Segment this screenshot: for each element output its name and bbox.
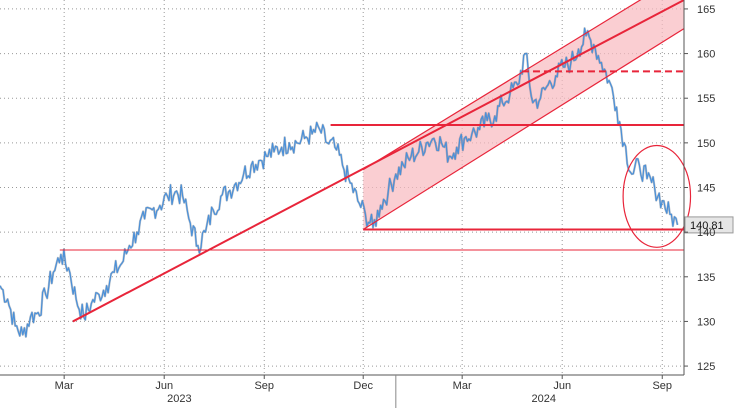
x-tick-label: Dec <box>353 380 373 392</box>
y-tick-label: 160 <box>697 49 715 61</box>
y-tick-label: 140 <box>697 227 715 239</box>
channel-fill <box>363 0 684 230</box>
highlight-ellipse <box>622 144 692 248</box>
last-value-box <box>684 216 734 234</box>
year-label: 2023 <box>167 393 191 405</box>
channel-lower-edge <box>362 28 685 230</box>
x-tick-label: Jun <box>155 380 173 392</box>
last-value-label: 140.81 <box>690 220 724 232</box>
y-tick-label: 125 <box>697 361 715 373</box>
grid-layer <box>0 0 684 375</box>
y-tick-label: 135 <box>697 272 715 284</box>
series-layer <box>0 27 679 338</box>
x-tick-label: Mar <box>55 380 74 392</box>
channel-layer <box>363 0 684 230</box>
annotation-layer <box>59 0 692 323</box>
year-label: 2024 <box>531 393 555 405</box>
y-tick-label: 165 <box>697 4 715 16</box>
x-tick-label: Sep <box>652 380 672 392</box>
y-tick-label: 155 <box>697 93 715 105</box>
price-line <box>0 27 679 338</box>
y-tick-label: 150 <box>697 138 715 150</box>
x-tick-label: Sep <box>254 380 274 392</box>
y-tick-label: 145 <box>697 183 715 195</box>
x-tick-label: Mar <box>453 380 472 392</box>
x-tick-label: Jun <box>553 380 571 392</box>
trend-line <box>72 0 685 323</box>
y-tick-label: 130 <box>697 316 715 328</box>
